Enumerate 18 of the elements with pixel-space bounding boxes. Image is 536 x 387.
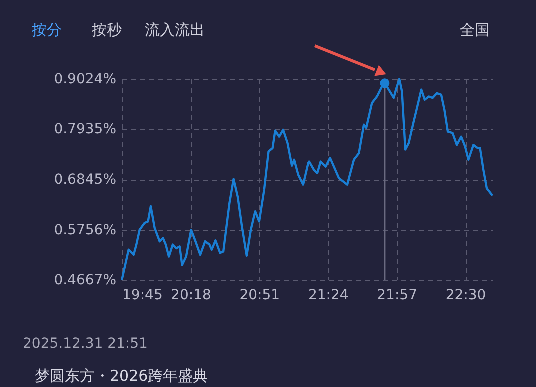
x-tick-label: 21:24 — [308, 288, 349, 304]
text: 按秒 — [92, 21, 122, 39]
y-tick-label: 0.6845% — [54, 172, 116, 188]
x-tick-label: 19:45 — [122, 288, 163, 304]
text: 梦圆东方・2026跨年盛典 — [35, 367, 208, 385]
y-tick-label: 0.9024% — [54, 72, 116, 88]
y-tick-label: 0.4667% — [54, 272, 116, 288]
x-tick-label: 20:51 — [240, 288, 280, 304]
y-tick-label: 0.7935% — [54, 122, 116, 138]
text: 2025.12.31 21:51 — [23, 336, 148, 352]
line-series — [121, 78, 494, 280]
text: 按分 — [32, 21, 62, 39]
x-tick-label: 21:57 — [377, 288, 418, 304]
x-tick-label: 20:18 — [171, 288, 212, 304]
text: 流入流出 — [145, 21, 205, 39]
x-tick-label: 22:30 — [446, 288, 486, 304]
y-tick-label: 0.5756% — [54, 222, 116, 238]
text: 全国 — [460, 21, 490, 39]
